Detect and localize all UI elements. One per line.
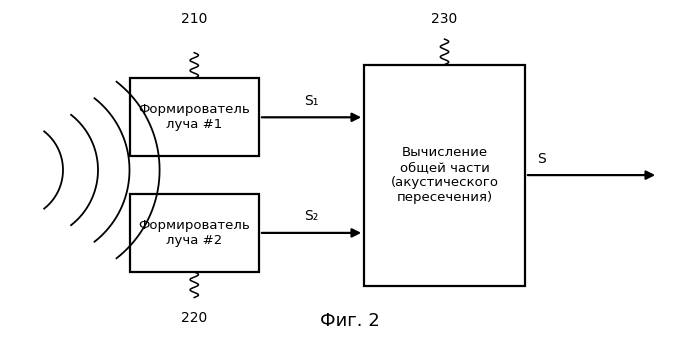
Bar [364,65,525,286]
Text: 220: 220 [181,311,208,325]
Text: Фиг. 2: Фиг. 2 [320,312,380,330]
Text: S₂: S₂ [304,209,318,223]
Text: S: S [538,152,547,166]
Text: Формирователь
луча #1: Формирователь луча #1 [139,103,250,131]
Bar [130,78,259,156]
Text: S₁: S₁ [304,94,318,108]
Text: Вычисление
общей части
(акустического
пересечения): Вычисление общей части (акустического пе… [391,146,498,204]
Text: Формирователь
луча #2: Формирователь луча #2 [139,219,250,247]
Text: 210: 210 [181,12,208,26]
Text: 230: 230 [431,12,458,26]
Bar [130,194,259,272]
